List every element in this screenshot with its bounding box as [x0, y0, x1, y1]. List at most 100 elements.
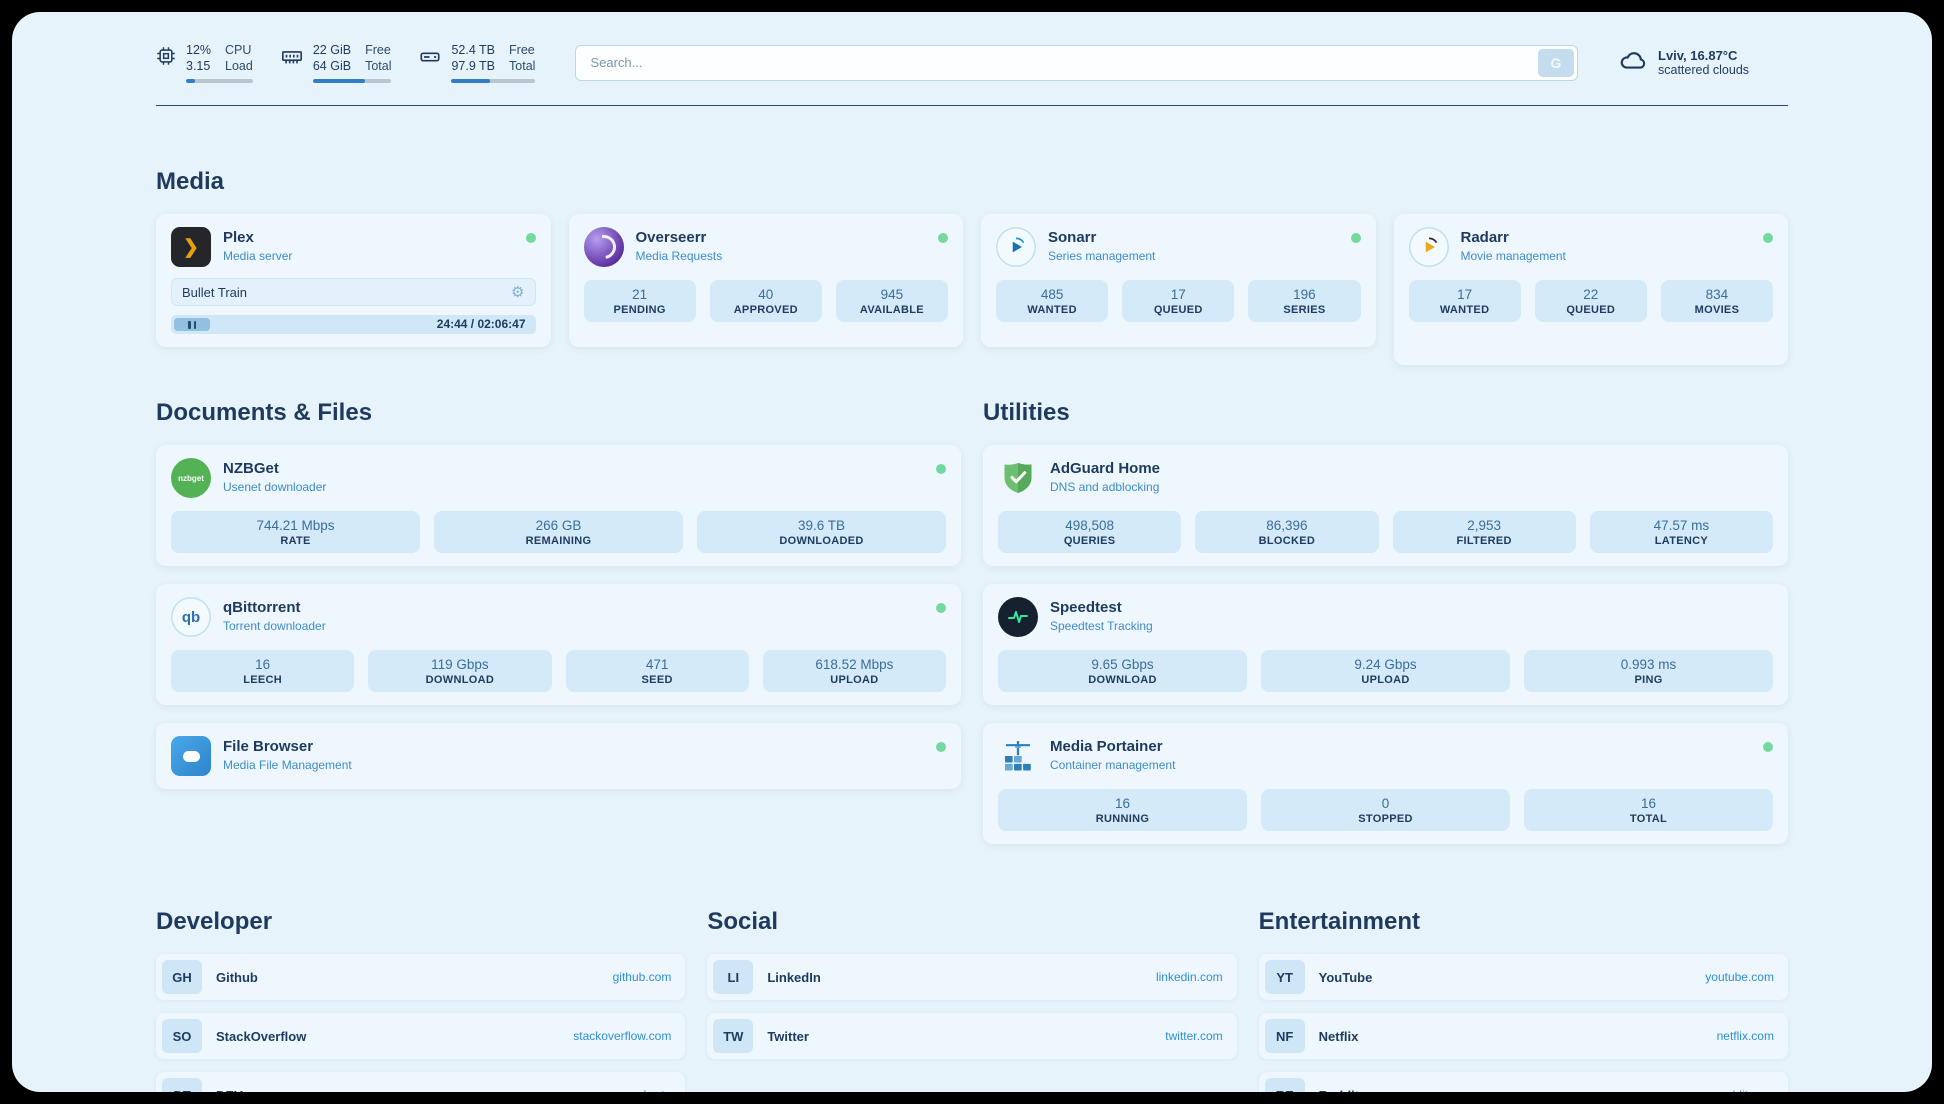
bookmark-twitter[interactable]: TW Twitter twitter.com: [707, 1013, 1237, 1059]
card-portainer[interactable]: Media Portainer Container management 16 …: [983, 723, 1788, 844]
bookmark-reddit[interactable]: RE Reddit reddit.com: [1258, 1072, 1788, 1092]
now-playing-row: Bullet Train ⚙: [171, 278, 536, 306]
qbittorrent-icon: qb: [171, 597, 211, 637]
bookmark-url[interactable]: stackoverflow.com: [573, 1029, 672, 1043]
adguard-shield-icon: [998, 458, 1038, 498]
bookmark-netflix[interactable]: NF Netflix netflix.com: [1258, 1013, 1788, 1059]
cpu-usage-label: CPU: [225, 43, 252, 57]
bookmark-url[interactable]: twitter.com: [1165, 1029, 1223, 1043]
plex-icon: ❯: [171, 227, 211, 267]
section-documents: Documents & Files nzbget NZBGet Usenet d…: [156, 399, 961, 844]
top-bar: 12% 3.15 CPU Load: [156, 12, 1788, 83]
speedtest-icon: [998, 597, 1038, 637]
ram-total-value: 64 GiB: [312, 59, 352, 73]
card-sonarr[interactable]: Sonarr Series management 485 WANTED 17 Q…: [981, 214, 1376, 347]
service-name: NZBGet: [223, 460, 279, 477]
bookmark-abbr: LI: [713, 960, 754, 994]
service-name: Overseerr: [635, 229, 707, 246]
section-developer: Developer GH Github github.com SO StackO…: [156, 908, 686, 1092]
bookmark-name: Github: [216, 969, 258, 985]
service-subtitle: Media File Management: [223, 758, 352, 772]
cpu-widget: 12% 3.15 CPU Load: [156, 42, 253, 83]
status-dot: [938, 233, 948, 243]
section-title-social: Social: [707, 908, 779, 935]
google-search-button[interactable]: G: [1538, 48, 1574, 77]
disk-total-label: Total: [509, 59, 536, 73]
ram-free-label: Free: [365, 43, 391, 57]
playback-progress-bar[interactable]: 24:44 / 02:06:47: [171, 315, 536, 334]
portainer-icon: [998, 736, 1038, 776]
bookmark-stackoverflow[interactable]: SO StackOverflow stackoverflow.com: [156, 1013, 686, 1059]
bookmark-abbr: NF: [1264, 1019, 1305, 1053]
radarr-icon: [1408, 227, 1449, 267]
bookmark-dev[interactable]: DT DEV dev.to: [156, 1072, 686, 1092]
section-entertainment: Entertainment YT YouTube youtube.com NF …: [1258, 908, 1788, 1092]
playback-time: 24:44 / 02:06:47: [436, 317, 526, 331]
bookmark-url[interactable]: linkedin.com: [1155, 970, 1223, 984]
bookmark-url[interactable]: reddit.com: [1718, 1088, 1774, 1092]
stat-queued: 22 QUEUED: [1534, 280, 1647, 322]
stat-leech: 16 LEECH: [171, 650, 355, 692]
status-dot: [1763, 742, 1773, 752]
cpu-icon: [156, 46, 176, 71]
stat-seed: 471 SEED: [565, 650, 749, 692]
stat-stopped: 0 STOPPED: [1261, 789, 1510, 831]
card-qbittorrent[interactable]: qb qBittorrent Torrent downloader 16 LEE…: [156, 584, 961, 705]
sonarr-icon: [996, 227, 1036, 267]
ram-total-label: Total: [365, 59, 392, 73]
bookmark-linkedin[interactable]: LI LinkedIn linkedin.com: [707, 954, 1237, 1000]
stat-upload: 618.52 Mbps UPLOAD: [762, 650, 946, 692]
bookmark-name: LinkedIn: [767, 969, 821, 985]
disk-total-value: 97.9 TB: [451, 59, 496, 73]
card-nzbget[interactable]: nzbget NZBGet Usenet downloader 744.21 M…: [156, 445, 961, 566]
service-name: Radarr: [1460, 229, 1509, 246]
disk-icon: [419, 46, 441, 73]
ram-widget: 22 GiB 64 GiB Free Total: [281, 42, 392, 83]
stat-available: 945 AVAILABLE: [835, 280, 949, 322]
bookmark-abbr: SO: [162, 1019, 202, 1053]
disk-widget: 52.4 TB 97.9 TB Free Total: [419, 42, 536, 83]
stat-rate: 744.21 Mbps RATE: [171, 511, 420, 553]
weather-location: Lviv, 16.87°C: [1658, 48, 1738, 63]
bookmark-url[interactable]: dev.to: [640, 1088, 672, 1092]
stat-ping: 0.993 ms PING: [1524, 650, 1773, 692]
cpu-load-value: 3.15: [186, 59, 211, 73]
status-dot: [1350, 233, 1361, 243]
ram-progress-bar: [312, 79, 392, 83]
stat-pending: 21 PENDING: [583, 280, 696, 322]
ram-free-value: 22 GiB: [312, 43, 352, 57]
card-adguard[interactable]: AdGuard Home DNS and adblocking 498,508 …: [983, 445, 1788, 566]
service-name: Plex: [223, 229, 254, 246]
bookmark-github[interactable]: GH Github github.com: [156, 954, 686, 1000]
bookmark-url[interactable]: github.com: [612, 970, 672, 984]
card-filebrowser[interactable]: File Browser Media File Management: [156, 723, 961, 789]
search-input[interactable]: [576, 45, 1535, 80]
card-plex[interactable]: ❯ Plex Media server Bullet Train ⚙ 24:44: [156, 214, 551, 347]
stat-download: 119 Gbps DOWNLOAD: [368, 650, 552, 692]
service-subtitle: Media Requests: [635, 249, 723, 263]
service-name: AdGuard Home: [1050, 460, 1161, 477]
service-subtitle: Speedtest Tracking: [1050, 619, 1153, 633]
bookmark-youtube[interactable]: YT YouTube youtube.com: [1258, 954, 1788, 1000]
stat-queries: 498,508 QUERIES: [998, 511, 1182, 553]
bookmark-url[interactable]: netflix.com: [1716, 1029, 1774, 1043]
status-dot: [936, 742, 946, 752]
section-title-documents: Documents & Files: [156, 399, 373, 426]
stat-downloaded: 39.6 TB DOWNLOADED: [697, 511, 946, 553]
card-speedtest[interactable]: Speedtest Speedtest Tracking 9.65 Gbps D…: [983, 584, 1788, 705]
card-overseerr[interactable]: Overseerr Media Requests 21 PENDING 40 A…: [568, 214, 963, 347]
pause-icon[interactable]: [174, 318, 210, 331]
service-subtitle: Usenet downloader: [223, 480, 327, 494]
service-name: qBittorrent: [223, 599, 301, 616]
stat-approved: 40 APPROVED: [709, 280, 822, 322]
card-radarr[interactable]: Radarr Movie management 17 WANTED 22 QUE…: [1393, 214, 1788, 365]
bookmark-abbr: RE: [1264, 1078, 1305, 1092]
gear-icon[interactable]: ⚙: [511, 284, 525, 301]
section-social: Social LI LinkedIn linkedin.com TW Twitt…: [707, 908, 1237, 1092]
disk-progress-bar: [451, 79, 536, 83]
stat-queued: 17 QUEUED: [1122, 280, 1235, 322]
cpu-progress-bar: [186, 79, 253, 83]
bookmark-abbr: YT: [1264, 960, 1305, 994]
bookmark-url[interactable]: youtube.com: [1705, 970, 1774, 984]
stat-series: 196 SERIES: [1248, 280, 1361, 322]
